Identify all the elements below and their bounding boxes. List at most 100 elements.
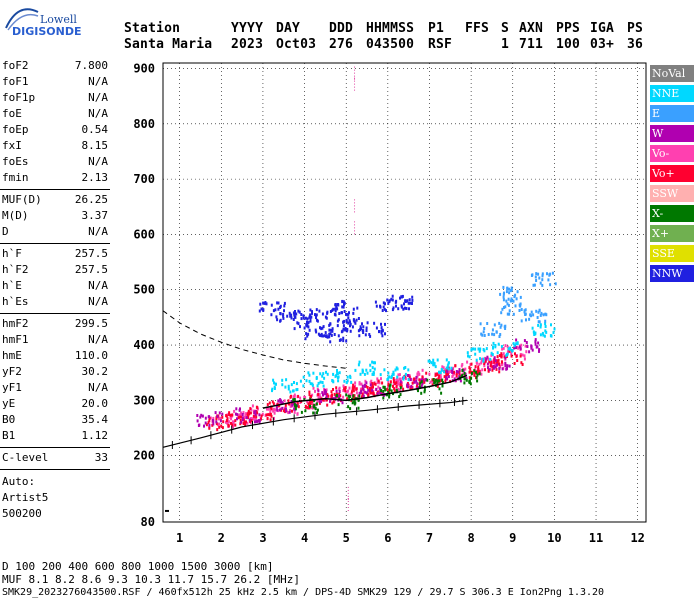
echo-point (225, 414, 228, 418)
echo-point (507, 303, 510, 307)
echo-point (306, 334, 309, 338)
echo-point (288, 311, 291, 315)
echo-point (365, 329, 368, 333)
echo-point (287, 411, 290, 415)
echo-point (530, 310, 533, 314)
echo-point (253, 417, 256, 421)
echo-point (537, 310, 540, 314)
echo-point (242, 418, 245, 422)
echo-point (243, 415, 246, 419)
echo-point (312, 371, 315, 375)
echo-point (393, 387, 396, 391)
echo-point (521, 353, 524, 357)
echo-point (404, 377, 407, 381)
echo-point (376, 392, 379, 396)
legend-sse: SSE (650, 245, 694, 262)
echo-point (317, 381, 320, 385)
echo-point (510, 297, 513, 301)
echo-point (361, 392, 364, 396)
echo-point (291, 403, 294, 407)
echo-point (461, 374, 464, 377)
echo-point (387, 371, 390, 375)
echo-point (408, 307, 410, 311)
echo-point (239, 407, 241, 411)
header-label-s: S (501, 21, 510, 36)
echo-point (304, 409, 307, 413)
param-value: N/A (88, 225, 108, 238)
echo-point (315, 316, 317, 320)
echo-point (421, 376, 424, 380)
echo-point (381, 309, 384, 312)
echo-point (214, 411, 217, 415)
echo-point (270, 313, 273, 317)
param-value: N/A (88, 155, 108, 168)
echo-point (392, 306, 395, 310)
echo-point (440, 391, 443, 395)
echo-point (285, 378, 288, 382)
echo-point (329, 310, 332, 313)
param-name: hmE (2, 349, 22, 362)
echo-point (491, 368, 494, 372)
echo-point (245, 412, 248, 416)
echo-point (409, 378, 412, 381)
echo-point (486, 355, 489, 359)
echo-point (283, 399, 286, 403)
echo-point (483, 362, 486, 365)
echo-point (341, 305, 344, 309)
echo-point (316, 399, 319, 403)
echo-point (237, 416, 240, 420)
echo-point (420, 384, 423, 388)
echo-point (340, 330, 343, 334)
echo-point (241, 413, 244, 416)
param-name: yF1 (2, 381, 22, 394)
param-yf1: yF1 N/A (2, 381, 108, 396)
echo-point (499, 365, 502, 369)
echo-point (336, 319, 339, 323)
echo-point (239, 415, 242, 419)
echo-point (353, 399, 356, 403)
echo-point (554, 282, 557, 286)
echo-point (524, 308, 527, 312)
echo-point (254, 418, 257, 421)
x-tick-label: 1 (176, 531, 183, 545)
echo-point (399, 296, 401, 300)
echo-point (519, 354, 522, 358)
echo-point (411, 298, 414, 302)
echo-point (346, 329, 349, 333)
echo-point (342, 305, 345, 309)
param-value: N/A (88, 295, 108, 308)
echo-point (549, 283, 552, 287)
echo-point (499, 333, 502, 336)
echo-point (284, 403, 287, 407)
echo-point (416, 382, 419, 386)
echo-point (446, 364, 449, 368)
echo-point (330, 394, 333, 398)
param-foe: foE N/A (2, 107, 108, 122)
echo-point (378, 330, 380, 333)
echo-point (432, 358, 435, 362)
echo-point (502, 352, 505, 356)
echo-point (390, 374, 393, 378)
echo-point (364, 390, 367, 394)
echo-point (203, 424, 205, 428)
echo-point (536, 345, 539, 349)
echo-point (481, 333, 484, 337)
echo-point (410, 385, 413, 388)
echo-point (346, 375, 349, 379)
param-value: N/A (88, 381, 108, 394)
y-tick-label: 300 (133, 393, 155, 407)
x-tick-label: 4 (301, 531, 308, 545)
echo-point (307, 402, 310, 406)
echo-point (227, 423, 230, 427)
echo-point (379, 373, 382, 377)
echo-point (380, 391, 383, 395)
echo-point (508, 312, 511, 316)
echo-point (502, 285, 505, 289)
echo-point (450, 366, 453, 370)
echo-point (419, 381, 422, 385)
echo-point (342, 336, 345, 340)
echo-point (272, 407, 275, 411)
echo-point (416, 374, 419, 378)
echo-point (212, 419, 215, 423)
echo-point (389, 380, 392, 384)
